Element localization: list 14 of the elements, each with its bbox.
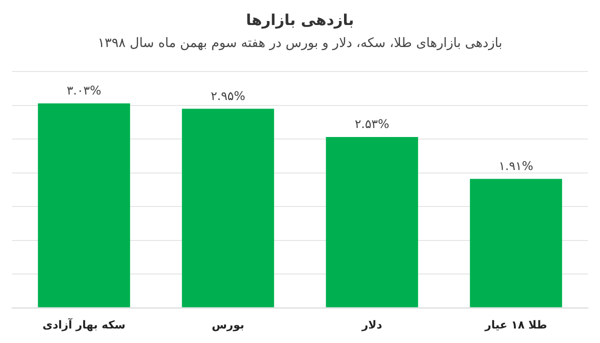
bar: [182, 108, 274, 308]
x-tick-label: بورس: [212, 318, 244, 332]
x-tick-label: سکه بهار آزادی: [42, 317, 126, 332]
data-label: ۳.۰۳%: [66, 83, 102, 98]
bar: [38, 103, 130, 308]
data-label: ۲.۹۵%: [210, 88, 246, 103]
chart-subtitle: بازدهی بازارهای طلا، سکه، دلار و بورس در هفته سوم بهمن ماه سال ۱۳۹۸: [98, 36, 502, 52]
bar: [326, 137, 418, 308]
x-tick-label: طلا ۱۸ عیار: [484, 318, 548, 332]
data-label: ۲.۵۳%: [354, 117, 390, 132]
x-tick-label: دلار: [360, 318, 382, 332]
chart-title: بازدهی بازارها: [246, 10, 354, 29]
bar: [470, 178, 562, 308]
data-label: ۱.۹۱%: [498, 159, 534, 174]
